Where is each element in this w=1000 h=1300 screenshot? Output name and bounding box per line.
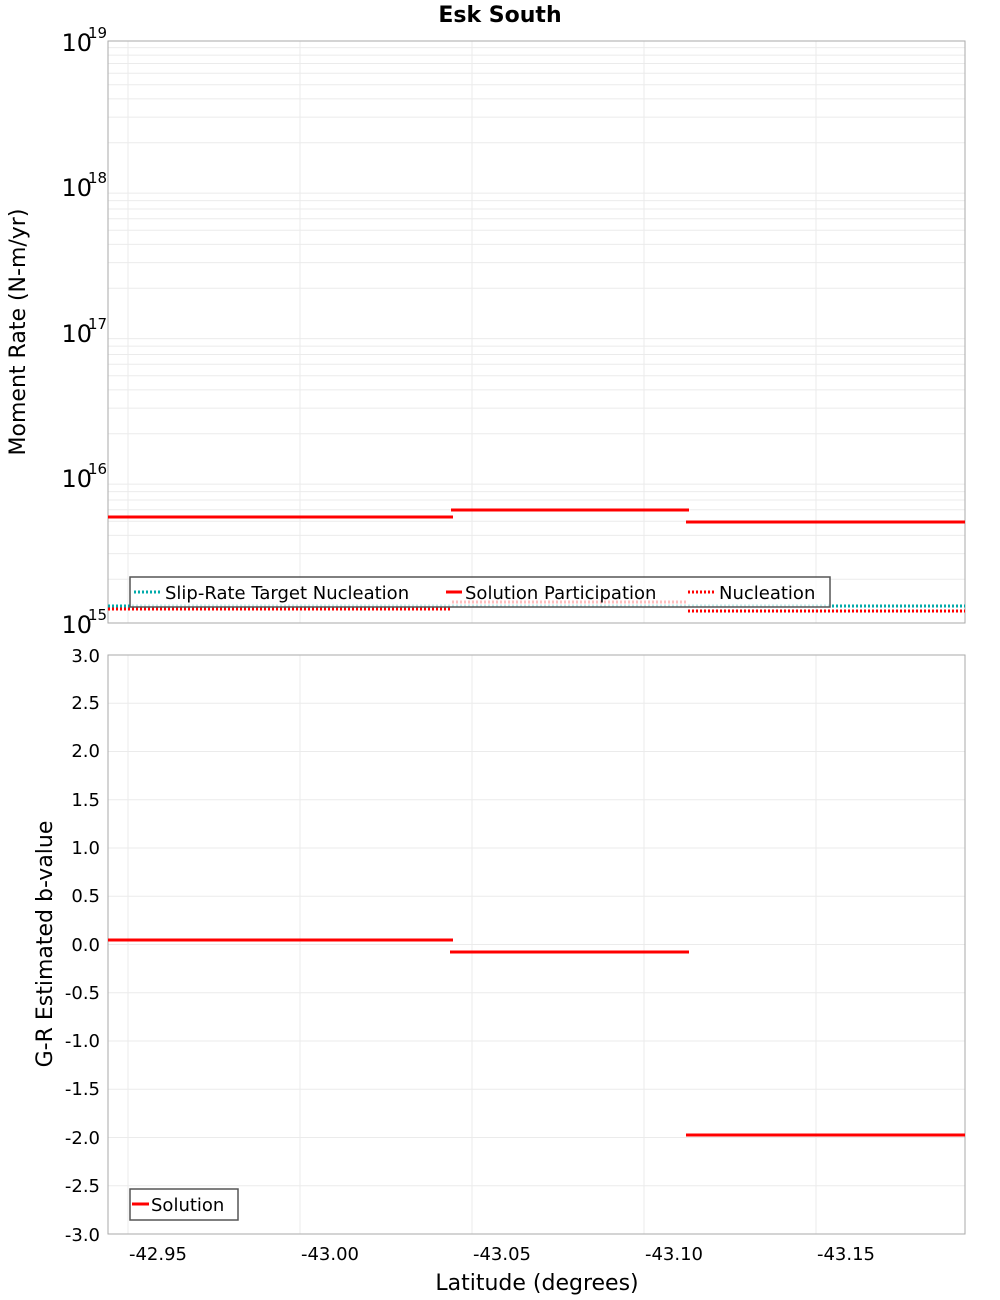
bottom-plot: 3.0 2.5 2.0 1.5 1.0 0.5 0.0 -0.5 -1.0 -1… [33,646,966,1246]
y-tick-label: 2.5 [71,693,100,714]
bottom-plot-frame [107,654,966,1235]
bottom-legend: Solution [129,1188,239,1221]
top-grid [108,41,965,623]
x-axis: -42.95 -43.00 -43.05 -43.10 -43.15 Latit… [129,1244,875,1296]
y-tick-1e15-base: 10 [61,611,92,639]
x-tick-label: -43.00 [301,1244,359,1265]
top-y-ticks: 10 19 10 18 10 17 10 16 10 15 [61,24,107,639]
bottom-y-axis-label: G-R Estimated b-value [33,821,58,1068]
x-tick-label: -43.10 [645,1244,703,1265]
y-tick-label: -1.5 [65,1079,100,1100]
y-tick-label: 0.5 [71,886,100,907]
y-tick-1e15-exp: 15 [88,606,107,624]
x-tick-label: -43.05 [473,1244,531,1265]
x-tick-label: -42.95 [129,1244,187,1265]
bottom-y-ticks: 3.0 2.5 2.0 1.5 1.0 0.5 0.0 -0.5 -1.0 -1… [65,646,100,1246]
legend-label-participation: Solution Participation [465,583,656,604]
y-tick-label: 2.0 [71,741,100,762]
y-tick-label: 1.0 [71,838,100,859]
y-tick-label: 1.5 [71,790,100,811]
top-plot-area [108,41,965,623]
bottom-grid [108,655,965,1234]
y-tick-label: -3.0 [65,1225,100,1246]
legend-label-solution: Solution [151,1195,224,1216]
legend-label-nucleation: Nucleation [719,583,815,604]
x-tick-label: -43.15 [817,1244,875,1265]
x-axis-label: Latitude (degrees) [435,1271,638,1296]
top-plot-frame [107,40,966,624]
y-tick-1e17-exp: 17 [88,315,107,333]
y-tick-label: -0.5 [65,983,100,1004]
legend-label-slip-rate: Slip-Rate Target Nucleation [165,583,409,604]
top-series-participation [108,508,965,524]
y-tick-label: -1.0 [65,1031,100,1052]
y-tick-1e17-base: 10 [61,320,92,348]
top-legend: Slip-Rate Target Nucleation Solution Par… [129,576,831,608]
y-tick-1e16-base: 10 [61,465,92,493]
top-y-axis-label: Moment Rate (N-m/yr) [6,209,31,456]
y-tick-1e19-exp: 19 [88,24,107,42]
y-tick-label: -2.5 [65,1176,100,1197]
y-tick-1e19-base: 10 [61,29,92,57]
y-tick-label: -2.0 [65,1128,100,1149]
y-tick-1e18-base: 10 [61,174,92,202]
y-tick-1e16-exp: 16 [88,460,107,478]
chart-title: Esk South [438,3,561,28]
y-tick-label: 3.0 [71,646,100,667]
y-tick-label: 0.0 [71,935,100,956]
bottom-series-solution [108,938,965,1137]
top-plot: 10 19 10 18 10 17 10 16 10 15 Moment Rat… [6,24,966,639]
y-tick-1e18-exp: 18 [88,169,107,187]
